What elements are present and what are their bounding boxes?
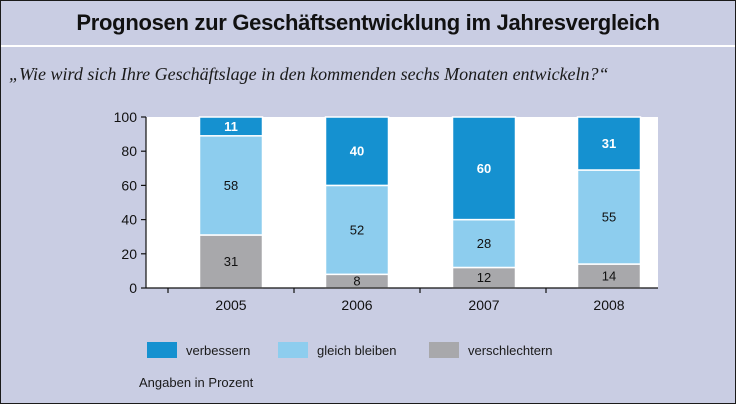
connector-line xyxy=(388,266,453,275)
data-label: 31 xyxy=(224,254,238,269)
y-tick-label: 100 xyxy=(114,109,138,125)
y-tick-label: 60 xyxy=(121,177,137,193)
bar-gleich-bleiben-2005 xyxy=(198,135,264,236)
legend-item-verschlechtern: verschlechtern xyxy=(429,339,553,361)
connector-line xyxy=(388,184,453,221)
legend-swatch-gleich-bleiben xyxy=(278,342,308,358)
data-label: 8 xyxy=(353,274,360,289)
bar-verbessern-2006 xyxy=(324,116,390,187)
bar-gleich-bleiben-2006 xyxy=(324,184,390,276)
connector-line xyxy=(262,234,326,275)
bar-gleich-bleiben-2007 xyxy=(451,218,517,269)
chart-title: Prognosen zur Geschäftsentwicklung im Ja… xyxy=(76,10,660,35)
data-label: 14 xyxy=(602,269,616,284)
legend-swatch-verschlechtern xyxy=(429,342,459,358)
title-divider xyxy=(1,45,735,47)
bar-verbessern-2008 xyxy=(576,116,642,171)
legend-swatch-verbessern xyxy=(147,342,177,358)
bar-verschlechtern-2005 xyxy=(198,234,264,289)
connector-line xyxy=(515,169,578,221)
legend-item-verbessern: verbessern xyxy=(147,339,250,361)
y-tick-label: 80 xyxy=(121,143,137,159)
x-tick-label-2006: 2006 xyxy=(341,297,372,313)
footnote: Angaben in Prozent xyxy=(139,375,254,390)
data-label: 12 xyxy=(477,270,491,285)
data-label: 28 xyxy=(477,236,491,251)
y-tick-label: 0 xyxy=(129,280,137,296)
connector-line xyxy=(515,263,578,269)
x-tick-label-2007: 2007 xyxy=(468,297,499,313)
data-label: 58 xyxy=(224,178,238,193)
data-label: 11 xyxy=(224,119,238,134)
data-label: 60 xyxy=(477,161,491,176)
data-label: 40 xyxy=(350,144,364,159)
x-tick-label-2008: 2008 xyxy=(593,297,624,313)
y-tick-label: 40 xyxy=(121,212,137,228)
y-tick-label: 20 xyxy=(121,246,137,262)
x-tick-label-2005: 2005 xyxy=(215,297,246,313)
data-label: 31 xyxy=(602,136,616,151)
legend: verbessern gleich bleiben verschlechtern xyxy=(147,339,707,361)
bar-verbessern-2007 xyxy=(451,116,517,221)
chart-subtitle: „Wie wird sich Ihre Geschäftslage in den… xyxy=(9,64,609,84)
legend-label-verbessern: verbessern xyxy=(186,342,251,358)
connector-line xyxy=(262,135,326,186)
legend-label-verschlechtern: verschlechtern xyxy=(468,342,553,358)
data-label: 55 xyxy=(602,210,616,225)
legend-item-gleich-bleiben: gleich bleiben xyxy=(278,339,397,361)
bar-gleich-bleiben-2008 xyxy=(576,169,642,265)
data-label: 52 xyxy=(350,222,364,237)
bar-verbessern-2005 xyxy=(198,116,264,137)
legend-label-gleich-bleiben: gleich bleiben xyxy=(317,342,397,358)
